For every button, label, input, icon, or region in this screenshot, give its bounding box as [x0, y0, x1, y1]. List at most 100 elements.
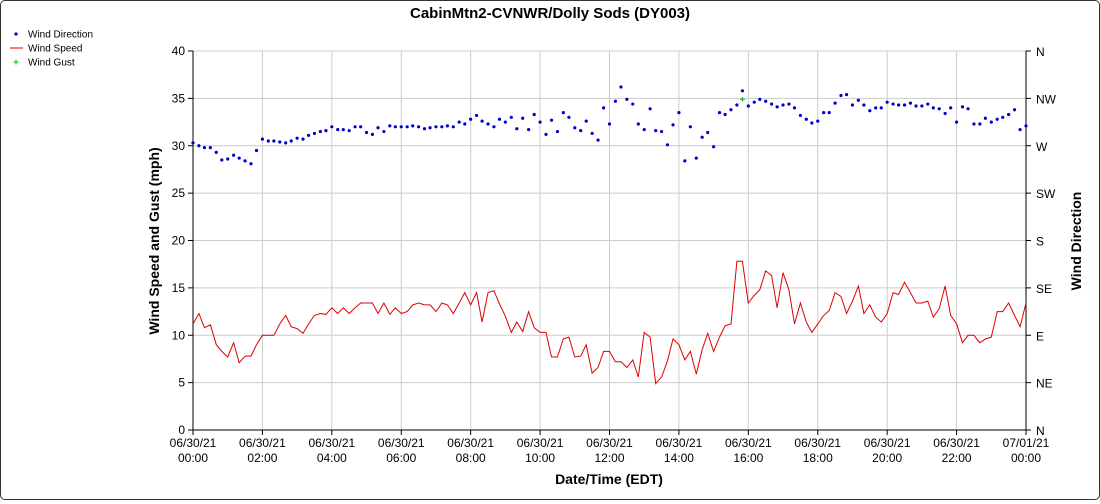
x-tick-date: 06/30/21 — [447, 436, 494, 450]
wind-direction-point — [937, 107, 941, 111]
wind-direction-point — [440, 125, 444, 129]
wind-direction-point — [347, 128, 351, 133]
gridlines — [192, 50, 1027, 431]
wind-direction-point — [619, 85, 623, 89]
chart-title: CabinMtn2-CVNWR/Dolly Sods (DY003) — [410, 5, 690, 22]
wind-direction-point — [879, 106, 883, 110]
wind-direction-point — [457, 120, 461, 124]
wind-direction-point — [428, 126, 432, 130]
y-tick-label: 20 — [172, 234, 186, 248]
wind-direction-point — [232, 153, 236, 157]
y-axis-title: Wind Speed and Gust (mph) — [146, 147, 162, 334]
wind-direction-point — [850, 103, 855, 107]
wind-direction-point — [926, 102, 930, 106]
wind-direction-point — [1024, 124, 1028, 128]
wind-direction-point — [764, 99, 768, 103]
wind-direction-point — [260, 137, 265, 141]
x-axis-title: Date/Time (EDT) — [555, 471, 663, 487]
wind-direction-point — [740, 89, 745, 93]
wind-direction-point — [723, 112, 727, 117]
wind-direction-point — [983, 116, 987, 120]
wind-direction-point — [787, 102, 791, 106]
wind-direction-point — [527, 128, 531, 132]
wind-direction-point — [659, 129, 664, 134]
wind-direction-point — [989, 120, 993, 124]
wind-direction-point — [729, 108, 733, 112]
y-axis-ticks: 0 5 10 15 20 25 30 35 40 — [172, 44, 193, 437]
wind-direction-point — [503, 120, 507, 124]
wind-direction-point — [202, 146, 207, 150]
x-tick-date: 06/30/21 — [239, 436, 286, 450]
wind-gust-point — [739, 96, 745, 102]
wind-direction-point — [208, 146, 212, 150]
wind-direction-point — [671, 123, 675, 127]
wind-direction-point — [654, 128, 658, 133]
wind-direction-point — [376, 126, 380, 130]
x-tick-time: 00:00 — [1011, 451, 1041, 465]
wind-direction-point — [746, 104, 750, 108]
wind-direction-point — [411, 124, 415, 128]
wind-direction-point — [480, 119, 484, 123]
wind-direction-point — [301, 137, 305, 141]
legend-label: Wind Direction — [28, 30, 93, 41]
wind-direction-point — [885, 100, 889, 104]
wind-direction-point — [549, 118, 554, 122]
y-tick-label: 5 — [178, 376, 185, 390]
wind-direction-point — [833, 101, 837, 105]
wind-direction-point — [1007, 112, 1011, 117]
wind-direction-point — [804, 117, 808, 121]
wind-direction-point — [226, 157, 230, 161]
wind-direction-point — [1001, 115, 1005, 119]
wind-direction-point — [949, 106, 953, 110]
legend-item: Wind Gust — [13, 58, 75, 69]
y2-tick-label: N — [1036, 424, 1045, 438]
x-tick-time: 02:00 — [247, 451, 277, 465]
y2-tick-label: E — [1036, 329, 1044, 343]
wind-direction-point — [393, 125, 397, 129]
y-tick-label: 10 — [172, 328, 186, 342]
x-tick-date: 06/30/21 — [170, 436, 217, 450]
wind-direction-point — [712, 145, 716, 149]
wind-direction-point — [775, 105, 779, 109]
wind-direction-point — [538, 120, 542, 124]
wind-direction-point — [625, 97, 629, 101]
x-tick-time: 06:00 — [386, 451, 416, 465]
wind-direction-point — [243, 159, 247, 163]
wind-direction-point — [254, 148, 259, 153]
wind-direction-point — [706, 130, 710, 135]
wind-direction-point — [295, 136, 299, 140]
y2-axis-ticks: N NE E SE S SW W NW N — [1026, 45, 1057, 438]
x-tick-time: 22:00 — [942, 451, 972, 465]
wind-direction-point — [197, 144, 201, 148]
x-tick-date: 06/30/21 — [656, 436, 703, 450]
wind-direction-point — [822, 110, 826, 115]
wind-direction-point — [920, 104, 924, 108]
wind-direction-point — [839, 93, 843, 98]
wind-direction-point — [463, 122, 467, 126]
wind-direction-point — [486, 122, 490, 126]
wind-direction-point — [868, 109, 872, 113]
wind-direction-point — [382, 129, 386, 134]
wind-direction-point — [914, 104, 918, 108]
wind-direction-point — [492, 125, 496, 129]
wind-direction-point — [677, 110, 681, 115]
wind-direction-point — [960, 105, 965, 109]
wind-direction-point — [601, 106, 606, 110]
wind-direction-point — [954, 120, 959, 124]
series-layer — [191, 85, 1028, 385]
wind-direction-point — [445, 124, 450, 128]
wind-direction-point — [220, 158, 224, 162]
wind-direction-point — [515, 127, 519, 131]
wind-direction-point — [908, 101, 913, 105]
wind-direction-point — [758, 97, 762, 101]
wind-direction-point — [648, 107, 652, 111]
wind-direction-point — [561, 110, 565, 115]
wind-direction-point — [555, 129, 560, 134]
y2-tick-label: NE — [1036, 377, 1053, 391]
y-tick-label: 30 — [172, 139, 186, 153]
wind-direction-point — [370, 132, 375, 136]
wind-direction-point — [862, 103, 866, 107]
wind-direction-point — [683, 159, 687, 163]
wind-direction-point — [434, 125, 438, 129]
